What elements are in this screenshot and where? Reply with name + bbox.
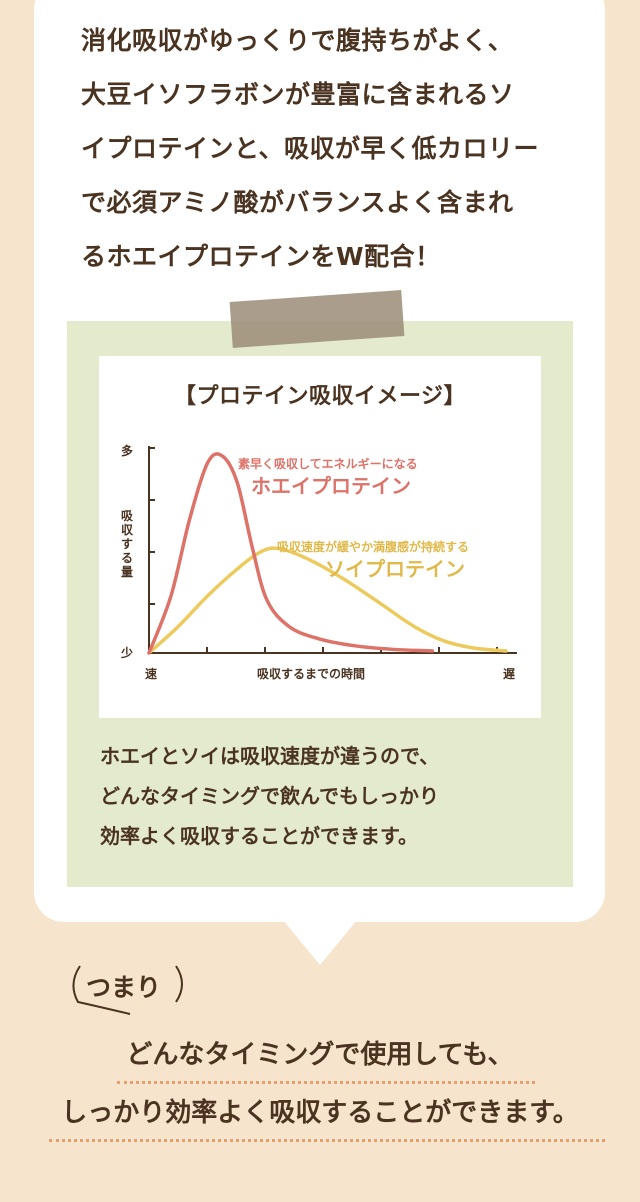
tsumari-bracket xyxy=(72,965,183,1015)
soy-series-label: ソイプロテイン xyxy=(325,557,465,581)
y-axis-label-char: す xyxy=(121,537,133,551)
dotted-underline xyxy=(117,1081,535,1084)
soy-caption: 吸収速度が緩やか満腹感が持続する xyxy=(277,539,469,554)
chart-series xyxy=(147,452,508,655)
y-axis-label-char: 収 xyxy=(121,523,134,537)
y-axis-label-char: 吸 xyxy=(121,509,134,523)
y-axis-label-char: る xyxy=(121,551,133,565)
intro-line: るホエイプロテインをW配合！ xyxy=(81,242,441,271)
y-axis-label-char: 量 xyxy=(121,565,133,579)
soy-series-line xyxy=(147,546,508,655)
whey-series-label: ホエイプロテイン xyxy=(251,474,411,498)
explanation-text: ホエイとソイは吸収速度が違うので、 どんなタイミングで飲んでもしっかり 効率よく… xyxy=(100,736,560,856)
x-axis-end-label: 遅 xyxy=(503,667,515,681)
intro-line: 消化吸収がゆっくりで腹持ちがよく、 xyxy=(81,26,514,55)
explanation-line: ホエイとソイは吸収速度が違うので、 xyxy=(100,744,440,768)
chart-title: 【プロテイン吸収イメージ】 xyxy=(173,384,467,409)
tsumari-label: つまり xyxy=(86,973,162,1002)
whey-caption: 素早く吸収してエネルギーになる xyxy=(238,456,418,471)
absorption-chart-panel: 【プロテイン吸収イメージ】 多 少 吸収する量 速 遅 吸収するまでの時間 素早… xyxy=(99,356,541,718)
y-axis-bottom-label: 少 xyxy=(120,645,133,660)
dotted-underline xyxy=(49,1139,605,1142)
x-axis-label: 吸収するまでの時間 xyxy=(257,666,365,681)
conclusion-line-2: しっかり効率よく吸収することができます。 xyxy=(61,1098,579,1128)
chart-axes xyxy=(148,446,517,654)
y-axis-top-label: 多 xyxy=(121,443,133,458)
speech-card-pointer xyxy=(283,920,357,965)
intro-text: 消化吸収がゆっくりで腹持ちがよく、 大豆イソフラボンが豊富に含まれるソ イプロテ… xyxy=(81,14,581,284)
intro-line: で必須アミノ酸がバランスよく含まれ xyxy=(81,188,514,217)
explanation-line: 効率よく吸収することができます。 xyxy=(100,824,418,848)
explanation-line: どんなタイミングで飲んでもしっかり xyxy=(100,784,439,808)
x-axis-start-label: 速 xyxy=(145,666,157,681)
intro-line: 大豆イソフラボンが豊富に含まれるソ xyxy=(81,80,515,109)
whey-series-line xyxy=(147,452,435,655)
conclusion-line-1: どんなタイミングで使用しても、 xyxy=(126,1040,514,1070)
intro-line: イプロテインと、吸収が早く低カロリー xyxy=(81,134,540,163)
